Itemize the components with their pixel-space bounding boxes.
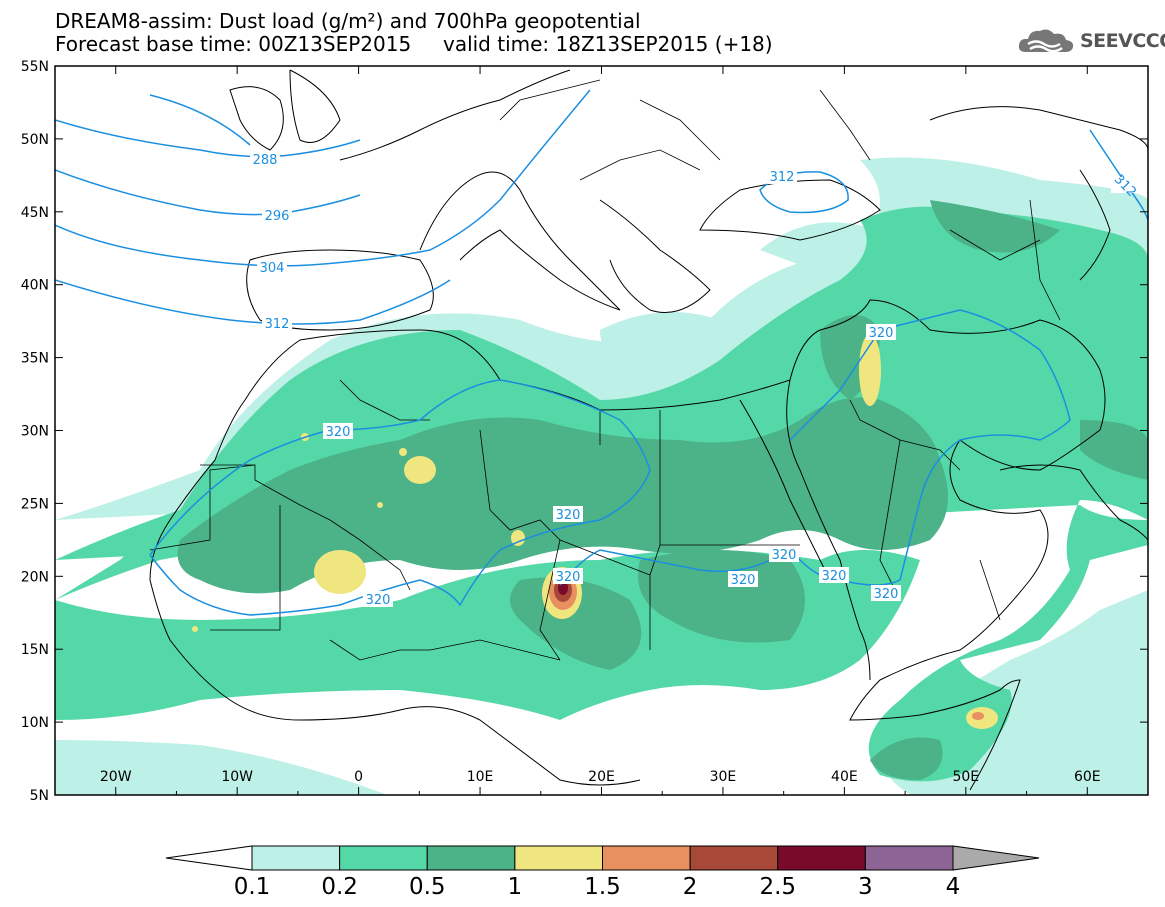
svg-text:296: 296 bbox=[265, 209, 290, 224]
contour-label: 320 bbox=[728, 571, 758, 588]
colorbar-box bbox=[426, 845, 516, 871]
lon-tick-label: 50E bbox=[952, 769, 979, 785]
colorbar-label: 2 bbox=[683, 874, 698, 900]
colorbar-label: 4 bbox=[946, 874, 961, 900]
colorbar-box bbox=[339, 845, 428, 871]
lat-tick-label: 45N bbox=[21, 205, 49, 221]
lat-tick-label: 55N bbox=[21, 59, 49, 75]
dust-shading-high bbox=[177, 200, 1148, 780]
lat-tick-label: 20N bbox=[21, 569, 49, 585]
lon-tick-label: 30E bbox=[710, 769, 737, 785]
colorbar-label: 0.1 bbox=[234, 874, 271, 900]
colorbar-box bbox=[864, 845, 954, 871]
seevccc-logo: SEEVCCC bbox=[1018, 26, 1165, 56]
axis-ticks: 55N 50N 45N 40N 35N 30N 25N 20N 15N 10N 5N 20W 10W 0 1… bbox=[21, 59, 1149, 804]
lon-tick-label: 10W bbox=[221, 769, 253, 785]
svg-text:320: 320 bbox=[556, 508, 581, 523]
colorbar-right-arrow bbox=[952, 845, 1040, 871]
colorbar-box bbox=[777, 845, 866, 871]
contour-label: 320 bbox=[819, 567, 849, 584]
lat-tick-label: 40N bbox=[21, 278, 49, 294]
colorbar-box bbox=[689, 845, 779, 871]
colorbar-box bbox=[514, 845, 603, 871]
svg-text:320: 320 bbox=[731, 573, 756, 588]
map-subtitle: Forecast base time: 00Z13SEP2015 valid t… bbox=[55, 32, 773, 56]
contour-label: 320 bbox=[866, 324, 896, 341]
svg-text:312: 312 bbox=[265, 317, 290, 332]
lat-tick-label: 35N bbox=[21, 351, 49, 367]
svg-text:320: 320 bbox=[556, 570, 581, 585]
contour-label: 288 bbox=[250, 151, 280, 168]
lon-tick-label: 60E bbox=[1074, 769, 1101, 785]
contour-label: 320 bbox=[323, 423, 353, 440]
colorbar-label: 3 bbox=[858, 874, 873, 900]
lat-tick-label: 10N bbox=[21, 715, 49, 731]
colorbar-box bbox=[602, 845, 691, 871]
lat-tick-label: 30N bbox=[21, 424, 49, 440]
svg-text:320: 320 bbox=[874, 587, 899, 602]
colorbar-label: 0.2 bbox=[321, 874, 358, 900]
svg-text:320: 320 bbox=[326, 425, 351, 440]
contour-label: 320 bbox=[769, 546, 799, 563]
lat-tick-label: 25N bbox=[21, 496, 49, 512]
lon-tick-label: 40E bbox=[831, 769, 858, 785]
lon-tick-label: 10E bbox=[467, 769, 494, 785]
colorbar-label: 1.5 bbox=[584, 874, 621, 900]
lat-tick-label: 5N bbox=[30, 788, 49, 804]
map-plot-area: 288 296 304 312 312 312 320 320 320 320 … bbox=[55, 66, 1148, 795]
contour-label: 312 bbox=[262, 315, 292, 332]
svg-text:320: 320 bbox=[772, 548, 797, 563]
svg-text:288: 288 bbox=[253, 153, 278, 168]
contour-label: 320 bbox=[553, 568, 583, 585]
lat-tick-label: 50N bbox=[21, 132, 49, 148]
lat-tick-label: 15N bbox=[21, 642, 49, 658]
svg-text:304: 304 bbox=[260, 261, 285, 276]
contour-label: 320 bbox=[553, 506, 583, 523]
logo-text: SEEVCCC bbox=[1080, 30, 1165, 52]
contour-label: 296 bbox=[262, 207, 292, 224]
coastlines bbox=[149, 69, 1148, 791]
map-title: DREAM8-assim: Dust load (g/m²) and 700hP… bbox=[55, 9, 641, 33]
cloud-logo-icon bbox=[1018, 29, 1074, 53]
svg-text:320: 320 bbox=[822, 569, 847, 584]
svg-text:320: 320 bbox=[869, 326, 894, 341]
lon-tick-label: 20E bbox=[588, 769, 615, 785]
colorbar: 0.1 0.2 0.5 1 1.5 2 2.5 3 4 bbox=[165, 845, 1040, 900]
svg-text:320: 320 bbox=[366, 593, 391, 608]
colorbar-label: 1 bbox=[508, 874, 523, 900]
lon-tick-label: 0 bbox=[354, 769, 363, 785]
colorbar-left-arrow bbox=[165, 845, 253, 871]
svg-text:312: 312 bbox=[770, 170, 795, 185]
contour-label: 304 bbox=[257, 259, 287, 276]
contour-label: 312 bbox=[767, 168, 797, 185]
lon-tick-label: 20W bbox=[100, 769, 132, 785]
colorbar-label: 0.5 bbox=[409, 874, 446, 900]
contour-label: 320 bbox=[363, 591, 393, 608]
contour-label: 320 bbox=[871, 585, 901, 602]
colorbar-box bbox=[251, 845, 341, 871]
borders bbox=[149, 79, 1061, 661]
colorbar-label: 2.5 bbox=[759, 874, 796, 900]
